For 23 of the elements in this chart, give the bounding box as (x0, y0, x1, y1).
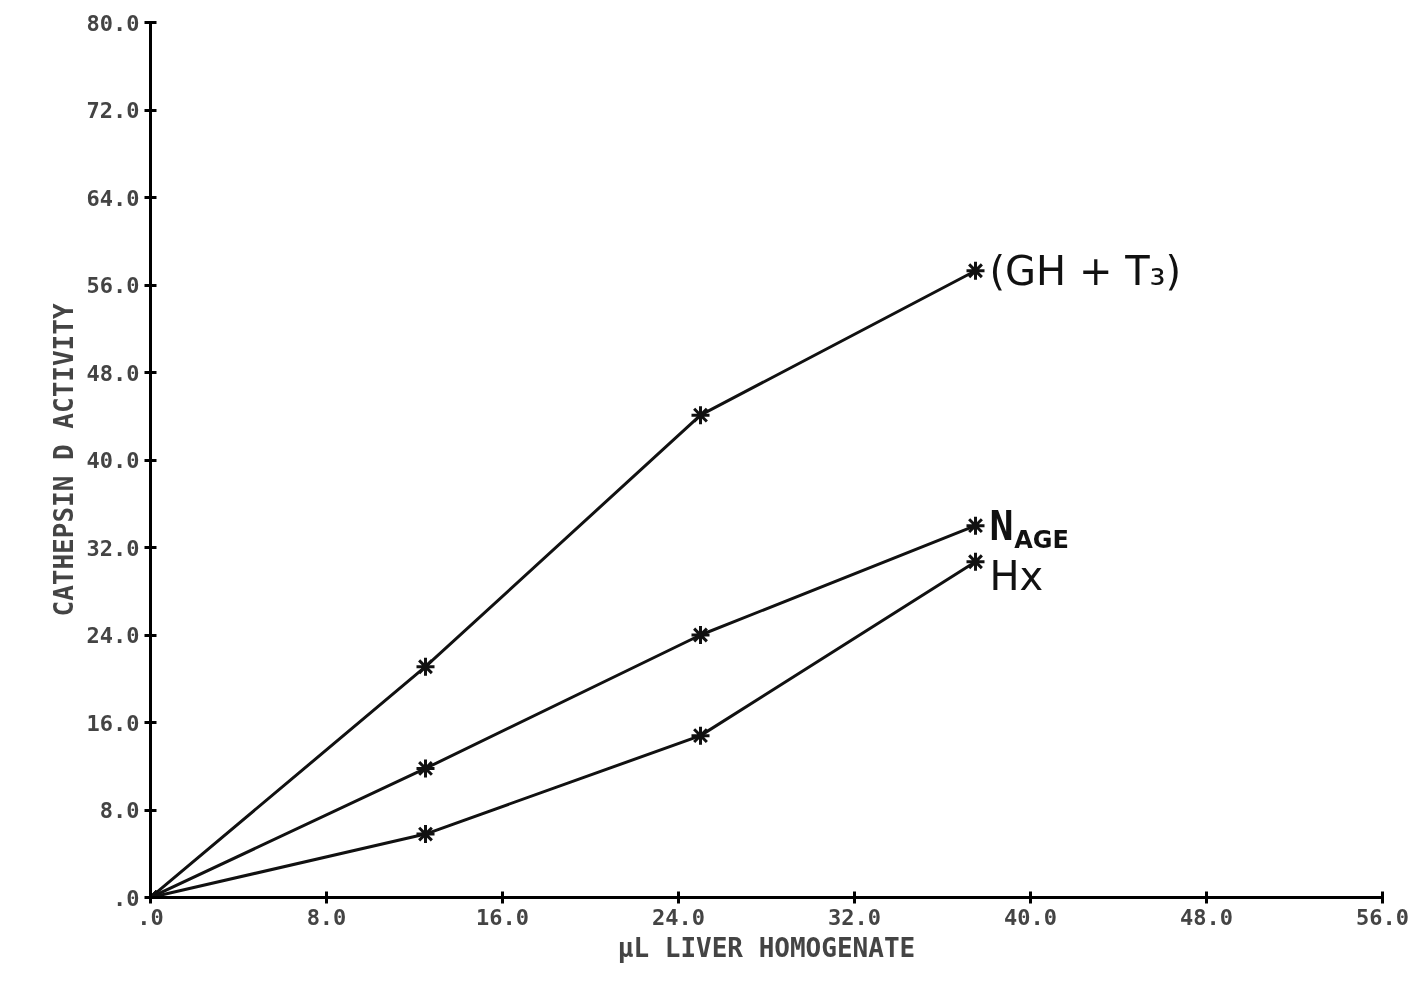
y-tick-label: 56.0 (86, 273, 140, 298)
x-tick-label: .0 (137, 904, 164, 930)
y-axis-title: CATHEPSIN D ACTIVITY (48, 303, 79, 617)
x-tick-label: 48.0 (1180, 904, 1233, 930)
y-tick-label: 24.0 (86, 623, 140, 648)
series-label: Hx (989, 552, 1044, 599)
y-tick-label: 32.0 (86, 535, 140, 561)
x-tick-label: 16.0 (476, 904, 529, 930)
x-axis-title: µL LIVER HOMOGENATE (617, 932, 916, 963)
x-tick-label: 56.0 (1356, 904, 1409, 930)
x-tick-label: 32.0 (828, 904, 881, 930)
y-tick-label: 72.0 (86, 98, 140, 123)
y-tick-label: 80.0 (86, 10, 140, 36)
y-tick-label: 40.0 (86, 448, 140, 473)
y-tick-label: .0 (113, 885, 140, 911)
y-tick-label: 64.0 (86, 185, 140, 211)
x-tick-label: 8.0 (306, 904, 347, 930)
x-tick-label: 40.0 (1004, 904, 1057, 930)
x-tick-label: 24.0 (652, 904, 705, 930)
y-tick-label: 8.0 (99, 798, 140, 823)
y-tick-label: 48.0 (86, 360, 140, 386)
series-label: (GH + T₃) (989, 247, 1182, 294)
y-tick-label: 16.0 (86, 710, 140, 736)
